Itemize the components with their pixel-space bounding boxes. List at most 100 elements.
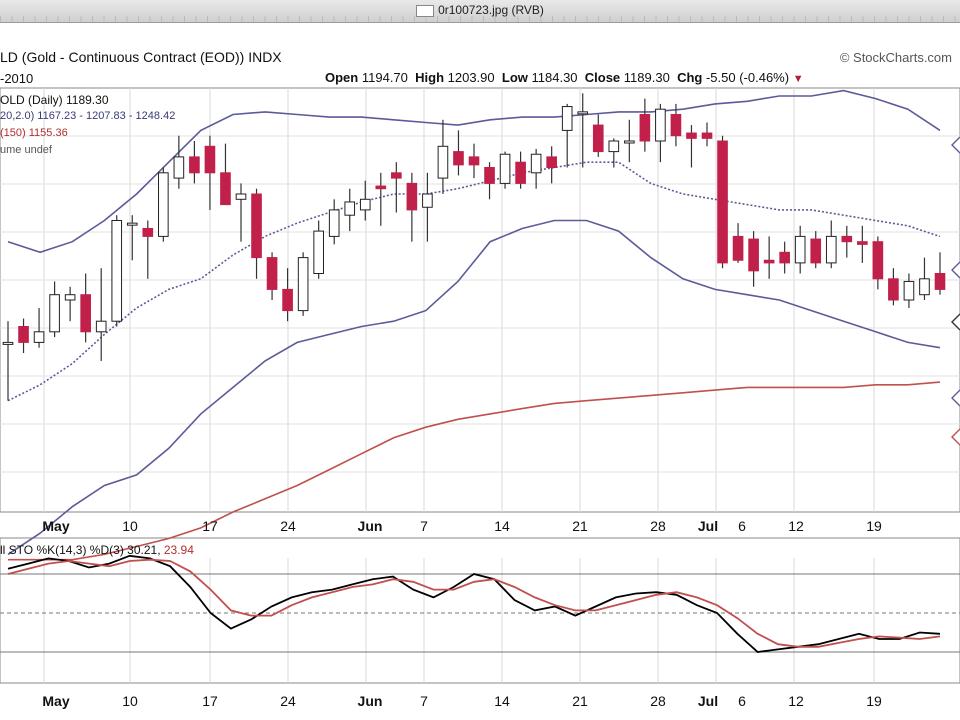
overlay-line-lower-band [7, 219, 941, 556]
stoch-x-axis-tick-label: 28 [650, 693, 666, 709]
candle-body [872, 241, 884, 280]
stochastic-panel [0, 554, 960, 653]
candle-body [2, 341, 14, 345]
candle-body [857, 241, 868, 245]
chart-labels: May May 10 10 17 17 24 24 Jun Jun 7 7 14 14 21 21 28 28 Ju… [42, 518, 882, 709]
candle-body [686, 132, 697, 139]
chart-grid [0, 87, 960, 684]
candle-body [825, 235, 837, 264]
candle-body [748, 238, 759, 272]
right-edge-marker-icon [951, 261, 960, 279]
candle-body [375, 185, 387, 190]
down-triangle-icon: ▼ [792, 73, 804, 85]
high-value: 1203.90 [447, 70, 495, 85]
candle-body [779, 251, 790, 264]
candle-body [888, 278, 899, 301]
candle-body [158, 172, 169, 237]
candle-body [406, 182, 418, 211]
chart-symbol-title: LD (Gold - Continuous Contract (EOD)) IN… [0, 49, 282, 65]
chart-overlays [7, 89, 960, 561]
overlay-line-middle-band [7, 161, 941, 402]
stoch-x-axis-tick-label: May [42, 693, 69, 709]
pixel-ruler [0, 16, 960, 22]
candle-body [220, 172, 231, 206]
candle-body [266, 257, 278, 290]
candle-body [111, 220, 123, 322]
candle-body [515, 161, 526, 184]
chg-value: -5.50 (-0.46%) [705, 70, 790, 85]
ohlc-readout: Open 1194.70 High 1203.90 Low 1184.30 Cl… [325, 70, 804, 85]
x-axis-tick-label: 17 [202, 518, 218, 534]
candle-body [189, 156, 200, 174]
low-value: 1184.30 [531, 70, 578, 85]
candle-body [919, 278, 930, 296]
candle-body [453, 151, 464, 166]
candle-body [18, 326, 29, 343]
x-axis-tick-label: Jul [698, 518, 718, 534]
low-label: Low [501, 70, 528, 85]
candle-body [499, 153, 511, 184]
window-titlebar: 0r100723.jpg (RVB) [0, 0, 960, 23]
candle-body [95, 320, 107, 333]
candle-body [763, 259, 775, 264]
candle-body [313, 230, 324, 275]
stoch-x-axis-tick-label: 19 [866, 693, 882, 709]
legend-bollinger: 20,2.0) 1167.23 - 1207.83 - 1248.42 [0, 110, 176, 122]
candle-body [297, 257, 309, 312]
candle-body [126, 222, 138, 226]
x-axis-tick-label: 21 [572, 518, 588, 534]
candle-body [422, 193, 433, 208]
candle-body [344, 201, 356, 216]
candle-body [391, 172, 402, 179]
candle-body [484, 167, 495, 184]
stoch-label: ll STO %K(14,3) %D(3) [0, 543, 124, 557]
stoch-x-axis-tick-label: 21 [572, 693, 588, 709]
stoch-legend: ll STO %K(14,3) %D(3) 30.21, 23.94 [0, 543, 194, 557]
candle-body [592, 124, 604, 153]
price-panel-frame [0, 87, 960, 513]
overlay-line-sma-150 [8, 381, 941, 561]
stoch-x-axis-tick-label: Jun [358, 693, 383, 709]
candle-body [49, 294, 60, 333]
x-axis-tick-label: 12 [788, 518, 804, 534]
x-axis-tick-label: 28 [650, 518, 666, 534]
candle-body [80, 294, 91, 333]
candle-body [841, 235, 853, 243]
x-axis-tick-label: 7 [420, 518, 428, 534]
candlestick-series [2, 93, 946, 401]
right-edge-marker-icon [951, 313, 960, 331]
stoch-x-axis-tick-label: Jul [698, 693, 718, 709]
candle-body [530, 153, 542, 174]
candle-body [577, 111, 589, 115]
x-axis-tick-label: 14 [494, 518, 510, 534]
candle-body [639, 114, 651, 142]
candle-body [608, 140, 620, 153]
right-edge-marker-icon [951, 428, 960, 446]
open-value: 1194.70 [361, 70, 408, 85]
candle-body [251, 193, 262, 259]
x-axis-tick-label: 24 [280, 518, 296, 534]
stoch-d-value: 23.94 [163, 543, 194, 557]
right-edge-marker-icon [951, 389, 960, 407]
candle-body [794, 235, 806, 264]
open-label: Open [325, 70, 359, 85]
chart-date: -2010 [0, 71, 34, 86]
legend-price: OLD (Daily) 1189.30 [0, 93, 109, 107]
candle-body [142, 227, 154, 237]
candle-body [468, 156, 480, 166]
candle-body [359, 198, 371, 211]
x-axis-tick-label: 19 [866, 518, 882, 534]
candle-body [624, 140, 635, 144]
x-axis-tick-label: Jun [358, 518, 383, 534]
candle-body [328, 209, 340, 237]
candle-body [732, 235, 744, 261]
close-label: Close [584, 70, 621, 85]
candle-body [173, 156, 185, 179]
stoch-x-axis-tick-label: 6 [738, 693, 746, 709]
x-axis-tick-label: May [42, 518, 69, 534]
candle-body [903, 280, 915, 301]
stoch-x-axis-tick-label: 14 [494, 693, 510, 709]
high-label: High [415, 70, 445, 85]
stoch-k-value: 30.21 [127, 543, 158, 557]
